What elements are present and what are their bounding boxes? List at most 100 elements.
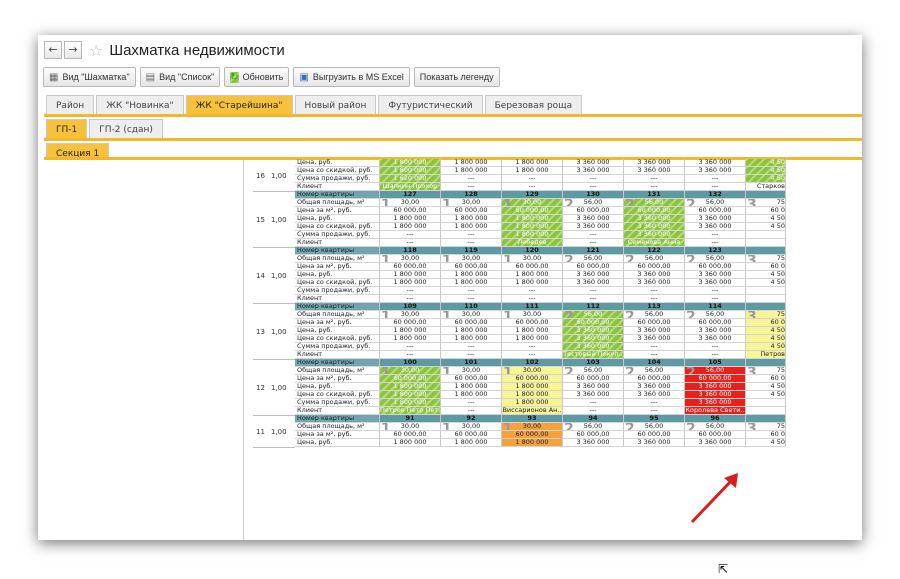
apartment-cell[interactable]: --- [624,183,685,191]
apartment-cell[interactable]: 4 50 [746,439,786,447]
apartment-cell[interactable]: 30,00 1 [441,199,502,207]
favorite-star-icon[interactable]: ☆ [89,40,104,60]
apartment-cell[interactable]: 60 000,00 [563,263,624,271]
forward-button[interactable]: → [64,41,82,59]
apartment-cell[interactable]: 3 360 000 [685,167,746,175]
apartment-cell[interactable]: --- [441,239,502,247]
apartment-cell[interactable]: 1 800 000 [380,223,441,231]
apartment-cell[interactable]: 30,00 1 [502,199,563,207]
apartment-cell[interactable]: 30,00 1 [502,255,563,263]
back-button[interactable]: ← [44,41,62,59]
apartment-cell[interactable]: --- [685,343,746,351]
apartment-number[interactable]: 104 [624,359,685,367]
apartment-cell[interactable]: 3 360 000 [685,399,746,407]
apartment-number[interactable]: 110 [441,303,502,311]
apartment-cell[interactable]: --- [380,351,441,359]
apartment-cell[interactable]: 1 800 000 [441,167,502,175]
apartment-cell[interactable]: --- [563,295,624,303]
apartment-cell[interactable]: 3 360 000 [624,231,685,239]
apartment-cell[interactable]: 1 800 000 [502,159,563,167]
tab-tabs_projects-3[interactable]: Новый район [294,95,377,115]
apartment-cell[interactable]: 3 360 000 [563,343,624,351]
apartment-number[interactable]: 118 [380,247,441,255]
apartment-cell[interactable]: 60 000,00 [441,431,502,439]
apartment-cell[interactable]: --- [502,351,563,359]
apartment-cell[interactable]: 3 360 000 [624,167,685,175]
apartment-cell[interactable]: 3 360 000 [685,215,746,223]
apartment-cell[interactable]: 60 000,00 [441,263,502,271]
apartment-cell[interactable]: --- [380,295,441,303]
apartment-number[interactable]: 109 [380,303,441,311]
apartment-cell[interactable]: 60 000,00 [380,207,441,215]
apartment-cell[interactable]: 1 800 000 [441,327,502,335]
apartment-cell[interactable]: 60 000,00 [563,431,624,439]
apartment-cell[interactable]: 1 800 000 [441,279,502,287]
apartment-cell[interactable]: 60 000,00 [685,263,746,271]
apartment-cell[interactable]: 3 360 000 [685,383,746,391]
apartment-cell[interactable]: 1 800 000 [380,383,441,391]
apartment-cell[interactable]: 56,00 2 [563,311,624,319]
apartment-number[interactable]: 112 [563,303,624,311]
apartment-cell[interactable]: 4 50 [746,279,786,287]
apartment-cell[interactable]: --- [380,239,441,247]
apartment-cell[interactable]: 1 800 000 [441,215,502,223]
apartment-number[interactable] [746,247,786,255]
apartment-cell[interactable]: --- [441,231,502,239]
apartment-cell[interactable]: 1 800 000 [502,223,563,231]
apartment-cell[interactable]: --- [441,351,502,359]
apartment-cell[interactable]: --- [624,175,685,183]
apartment-cell[interactable]: 56,00 2 [624,255,685,263]
apartment-cell[interactable]: 1 800 000 [502,215,563,223]
apartment-cell[interactable]: 3 360 000 [563,167,624,175]
apartment-cell[interactable]: --- [685,175,746,183]
apartment-cell[interactable]: 56,00 2 [624,367,685,375]
apartment-cell[interactable] [746,231,786,239]
apartment-cell[interactable]: --- [685,183,746,191]
apartment-cell[interactable]: Королева Свети.. [685,407,746,415]
apartment-cell[interactable]: 60 000,00 [685,375,746,383]
apartment-cell[interactable]: 3 360 000 [563,335,624,343]
apartment-cell[interactable]: Шапкин Прохор [380,183,441,191]
apartment-cell[interactable]: 60 000,00 [380,319,441,327]
apartment-cell[interactable]: 60 000,00 [624,319,685,327]
apartment-cell[interactable]: 4 50 [746,223,786,231]
apartment-cell[interactable]: 1 800 000 [380,391,441,399]
apartment-cell[interactable]: Петров [746,351,786,359]
apartment-cell[interactable]: 1 800 000 [502,391,563,399]
apartment-cell[interactable]: 1 800 000 [380,167,441,175]
tab-tabs_projects-1[interactable]: ЖК "Новинка" [96,95,184,115]
apartment-cell[interactable]: 30,00 1 [380,423,441,431]
apartment-cell[interactable]: 3 360 000 [563,439,624,447]
apartment-cell[interactable]: --- [563,407,624,415]
apartment-cell[interactable]: 30,00 1 [502,367,563,375]
apartment-cell[interactable]: 56,00 2 [624,311,685,319]
apartment-number[interactable]: 131 [624,191,685,199]
apartment-cell[interactable]: --- [380,231,441,239]
apartment-number[interactable]: 92 [441,415,502,423]
apartment-cell[interactable]: 1 800 000 [380,439,441,447]
apartment-cell[interactable]: 60 000,00 [441,319,502,327]
apartment-cell[interactable]: 1 620 000 [380,175,441,183]
apartment-cell[interactable]: 3 360 000 [563,271,624,279]
apartment-cell[interactable]: 60 000,00 [502,431,563,439]
apartment-cell[interactable]: 4 50 [746,327,786,335]
apartment-cell[interactable]: Лебедев [502,239,563,247]
view-grid-button[interactable]: ▦ Вид "Шахматка" [43,67,136,87]
apartment-cell[interactable]: 75 3 [746,199,786,207]
apartment-cell[interactable]: 1 800 000 [502,383,563,391]
apartment-cell[interactable]: 30,00 1 [380,255,441,263]
apartment-number[interactable]: 122 [624,247,685,255]
apartment-cell[interactable]: Тестовый Покуп.. [563,351,624,359]
apartment-cell[interactable]: 1 800 000 [502,399,563,407]
apartment-number[interactable]: 119 [441,247,502,255]
apartment-cell[interactable]: 3 360 000 [624,335,685,343]
apartment-cell[interactable]: --- [624,287,685,295]
apartment-cell[interactable]: 60 0 [746,263,786,271]
apartment-cell[interactable] [746,399,786,407]
apartment-cell[interactable]: 30,00 1 [380,367,441,375]
apartment-cell[interactable]: Семенова Анна [624,239,685,247]
apartment-cell[interactable]: 75 3 [746,367,786,375]
apartment-cell[interactable]: 4 50 [746,215,786,223]
tab-tabs_projects-5[interactable]: Березовая роща [484,95,583,115]
apartment-number[interactable] [746,359,786,367]
